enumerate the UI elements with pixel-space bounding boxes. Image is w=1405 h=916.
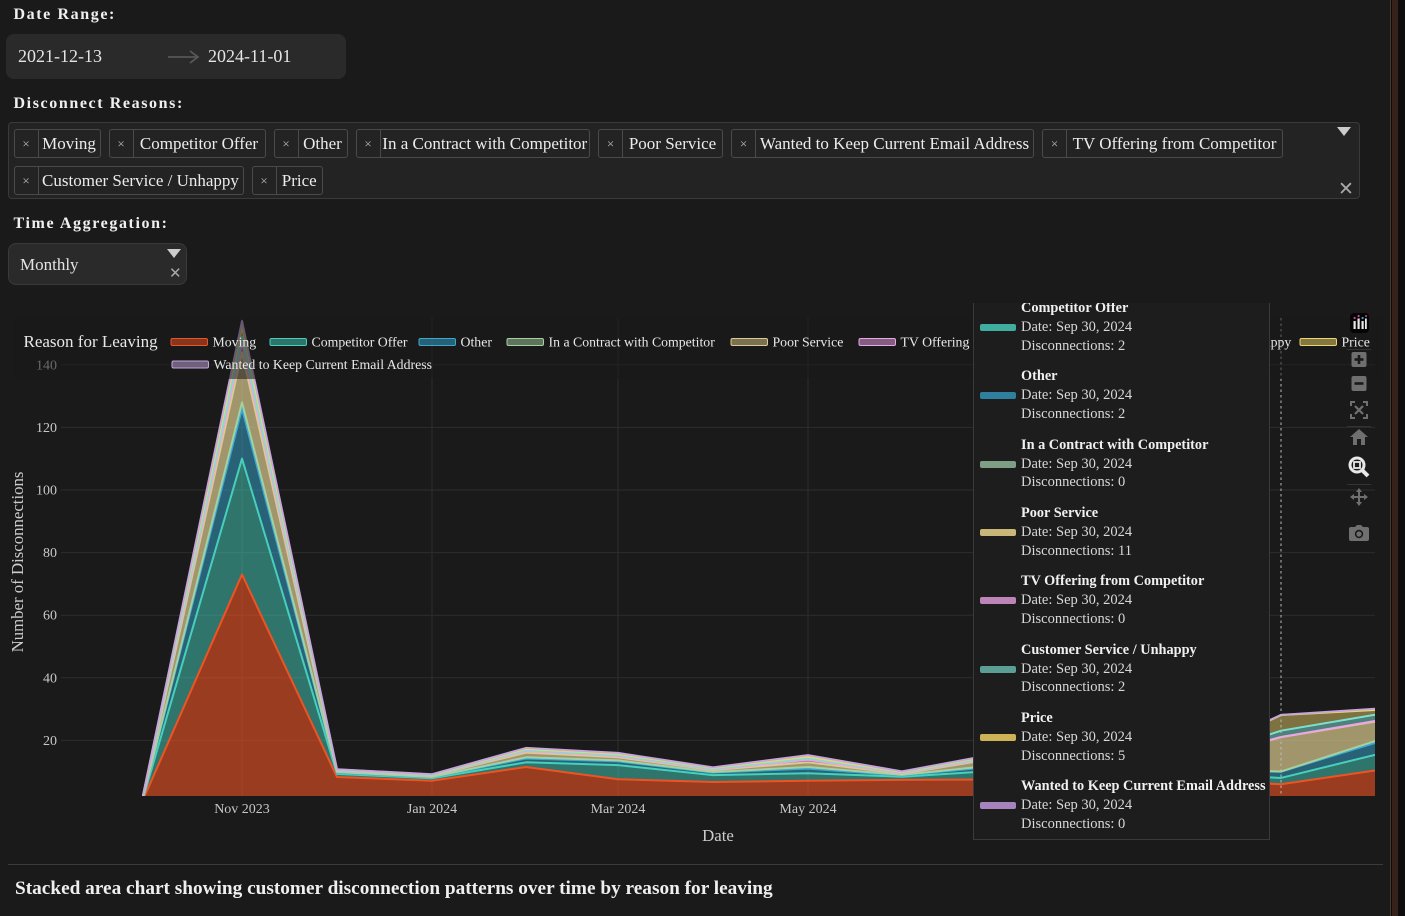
svg-text:Mar 2024: Mar 2024 — [591, 802, 646, 817]
svg-text:Price: Price — [1342, 335, 1370, 350]
svg-text:Other: Other — [461, 335, 493, 350]
svg-text:120: 120 — [36, 421, 57, 436]
svg-text:Poor Service: Poor Service — [773, 335, 844, 350]
svg-text:100: 100 — [36, 484, 57, 499]
svg-text:80: 80 — [43, 546, 57, 561]
svg-text:Moving: Moving — [213, 335, 257, 350]
svg-text:Wanted to Keep Current Email A: Wanted to Keep Current Email Address — [214, 357, 432, 372]
svg-text:Date: Date — [702, 826, 734, 845]
svg-text:40: 40 — [43, 671, 57, 686]
svg-text:Number of Disconnections: Number of Disconnections — [8, 472, 27, 653]
svg-text:Nov 2023: Nov 2023 — [214, 802, 270, 817]
svg-text:20: 20 — [43, 734, 57, 749]
svg-text:60: 60 — [43, 609, 57, 624]
svg-text:Jan 2024: Jan 2024 — [407, 802, 457, 817]
svg-text:Competitor Offer: Competitor Offer — [312, 335, 408, 350]
svg-text:In a Contract with Competitor: In a Contract with Competitor — [549, 335, 716, 350]
svg-text:May 2024: May 2024 — [779, 802, 836, 817]
svg-text:Reason for Leaving: Reason for Leaving — [24, 332, 159, 351]
